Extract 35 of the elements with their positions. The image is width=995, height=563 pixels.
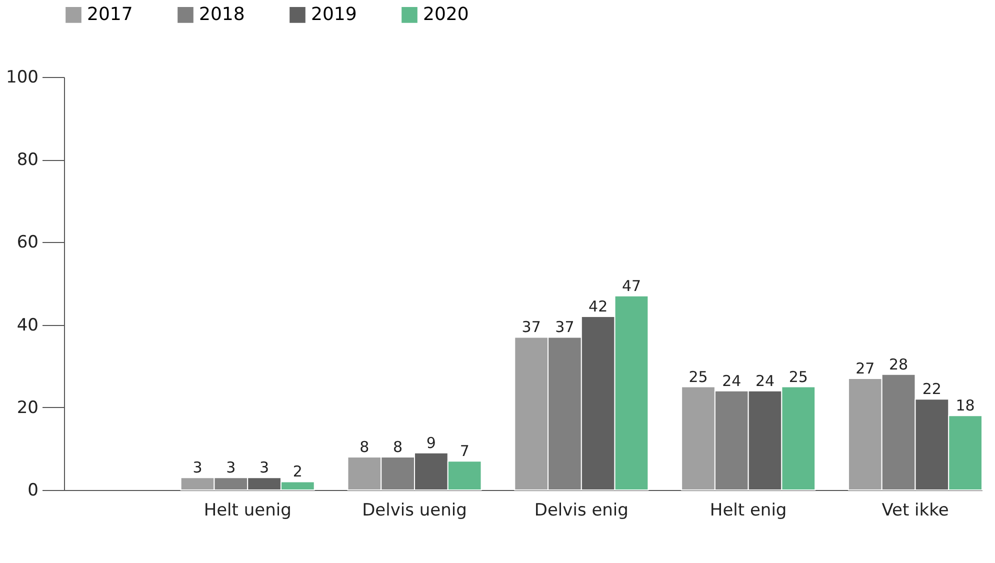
y-tick-label: 60 [16,232,38,253]
x-tick-label: Delvis enig [534,500,628,520]
data-label: 7 [460,442,470,460]
y-tick-label: 20 [16,398,38,418]
data-label: 9 [426,434,436,452]
y-tick-label: 40 [16,315,38,336]
data-label: 27 [856,359,875,378]
legend-label: 2017 [87,4,133,25]
data-label: 3 [260,458,270,477]
data-label: 22 [922,380,942,398]
x-tick-label: Helt uenig [204,500,292,520]
data-label: 18 [956,396,975,415]
y-tick-label: 80 [16,150,38,170]
legend-label: 2019 [311,4,357,25]
data-label: 3 [192,458,202,477]
data-label: 25 [688,368,708,386]
data-label: 47 [622,276,642,295]
data-label: 25 [788,368,808,386]
legend-label: 2018 [199,4,245,25]
data-label: 3 [226,458,236,477]
data-label: 8 [393,438,403,456]
x-tick-label: Helt enig [710,500,787,520]
data-label: 2 [292,462,302,481]
data-label: 42 [588,298,608,316]
data-label: 28 [889,355,908,374]
y-tick-label: 0 [28,480,38,500]
legend-label: 2020 [423,4,469,25]
y-tick-label: 100 [6,68,38,88]
data-label: 37 [555,318,574,336]
x-tick-label: Delvis uenig [362,500,467,520]
data-label: 37 [522,318,541,336]
data-label: 24 [755,372,775,390]
data-label: 8 [360,438,370,456]
data-label: 24 [722,372,742,390]
x-tick-label: Vet ikke [882,500,949,520]
